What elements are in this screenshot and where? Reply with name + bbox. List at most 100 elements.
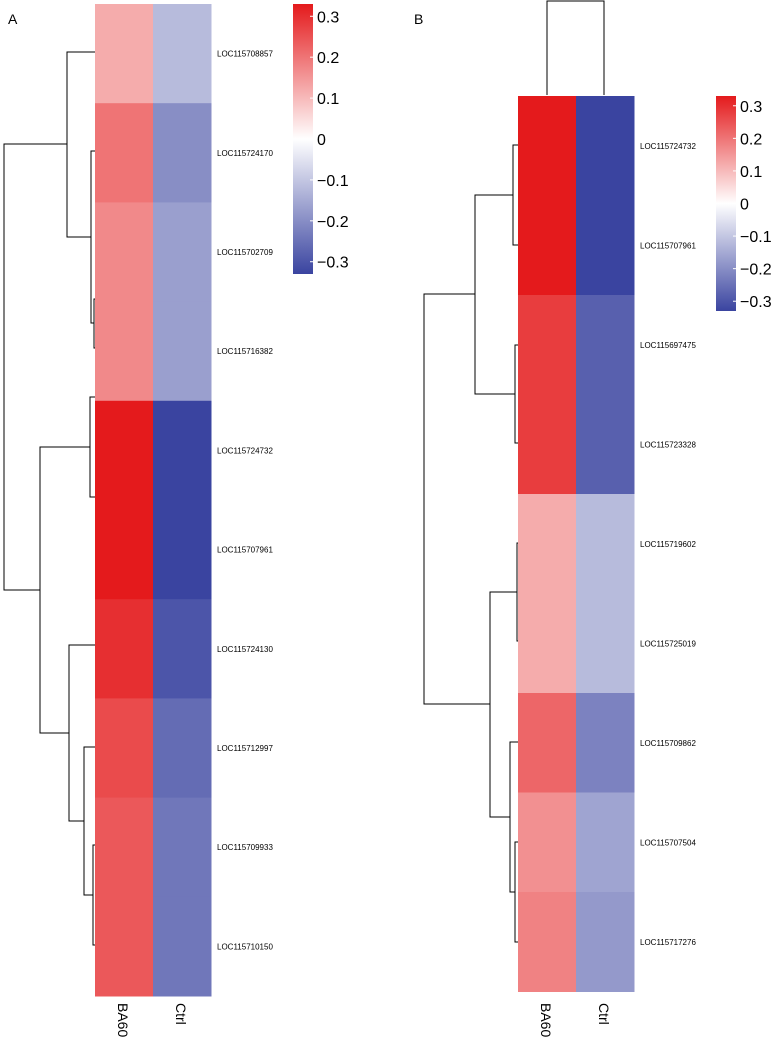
column-label: BA60 (115, 1003, 131, 1037)
row-label: LOC115719602 (640, 540, 696, 549)
panel-b-column-labels: BA60 Ctrl (538, 1003, 612, 1037)
legend-tick-label: −0.2 (317, 214, 349, 231)
row-label: LOC115708857 (217, 50, 273, 59)
legend-tick-label: 0 (317, 132, 326, 149)
panel-b-cells (518, 96, 635, 992)
heatmap-cell (518, 295, 577, 395)
heatmap-cell (518, 494, 577, 594)
legend-tick-label: 0.2 (317, 50, 339, 67)
heatmap-cell (576, 96, 635, 196)
dendro-b-leaf-4 (514, 841, 518, 943)
legend-tick-label: 0.3 (317, 9, 339, 26)
heatmap-cell (153, 896, 212, 997)
panel-b-column-dendrogram (546, 0, 605, 95)
dendro-b-leaf-3 (516, 542, 518, 642)
dendro-a-node-7 (68, 644, 95, 822)
panel-b-row-labels: LOC115724732 LOC115707961 LOC115697475 LOC1… (640, 142, 696, 947)
legend-tick-label: −0.1 (740, 229, 772, 246)
panel-a-color-legend (293, 4, 313, 274)
row-label: LOC115707504 (640, 838, 696, 847)
dendro-b-root (423, 293, 490, 705)
panel-a-row-labels: LOC115708857 LOC115724170 LOC115702709 LOC1… (217, 50, 273, 952)
heatmap-cell (518, 693, 577, 793)
heatmap-cell (95, 698, 154, 799)
heatmap-cell (95, 896, 154, 997)
heatmap-cell (518, 892, 577, 992)
heatmap-cell (95, 202, 154, 303)
dendro-b-leaf-2 (514, 344, 518, 444)
heatmap-cell (518, 195, 577, 296)
heatmap-cell (576, 792, 635, 893)
row-label: LOC115724732 (640, 142, 696, 151)
row-label: LOC115707961 (640, 241, 696, 250)
heatmap-cell (95, 599, 154, 699)
panel-a-row-dendrogram (3, 51, 95, 946)
heatmap-cell (95, 500, 154, 600)
heatmap-cell (576, 394, 635, 495)
heatmap-cell (153, 599, 212, 699)
row-label: LOC115707961 (217, 546, 273, 555)
heatmap-cell (153, 500, 212, 600)
heatmap-cell (95, 301, 154, 402)
heatmap-cell (95, 400, 154, 501)
row-label: LOC115712997 (217, 744, 273, 753)
heatmap-cell (518, 96, 577, 196)
legend-tick-label: −0.2 (740, 262, 772, 279)
row-label: LOC115725019 (640, 639, 696, 648)
row-label: LOC115709933 (217, 843, 273, 852)
dendro-b-node-5 (509, 741, 518, 893)
heatmap-cell (518, 394, 577, 495)
panel-b-row-dendrogram (423, 144, 518, 943)
panel-a-column-labels: BA60 Ctrl (115, 1003, 189, 1037)
dendro-a-leaf-3 (92, 844, 95, 946)
heatmap-cell (153, 797, 212, 898)
heatmap-cell (576, 693, 635, 793)
dendro-b-col-root (546, 0, 605, 95)
heatmap-cell (576, 892, 635, 992)
panel-b-color-legend (716, 96, 736, 311)
legend-tick-label: −0.3 (317, 255, 349, 272)
heatmap-cell (95, 797, 154, 898)
legend-tick-label: 0.1 (740, 164, 762, 181)
panel-a: A LOC115708857LOC115724170LOC115702709LO… (3, 4, 349, 1037)
dendro-b-node-7 (489, 591, 517, 818)
row-label: LOC115724170 (217, 149, 273, 158)
dendro-a-root (3, 143, 67, 591)
row-label: LOC115716382 (217, 347, 273, 356)
panel-a-legend-ticks: 0.3 0.2 0.1 0 −0.1 −0.2 −0.3 (310, 9, 349, 272)
heatmap-cell (153, 202, 212, 303)
dendro-b-leaf-1 (512, 144, 518, 246)
legend-tick-label: 0 (740, 197, 749, 214)
row-label: LOC115717276 (640, 938, 696, 947)
row-label: LOC115697475 (640, 341, 696, 350)
heatmap-cell (153, 4, 212, 104)
dendro-b-node-6 (474, 194, 515, 395)
heatmap-cell (576, 593, 635, 694)
heatmap-cell (518, 792, 577, 893)
heatmap-cell (95, 4, 154, 104)
legend-tick-label: 0.1 (317, 91, 339, 108)
panel-b: B LOC115724732LOC115707961LOC115697475LO… (414, 0, 772, 1037)
heatmap-cell (576, 295, 635, 395)
column-label: Ctrl (173, 1003, 189, 1025)
column-label: BA60 (538, 1003, 554, 1037)
dendro-a-node-4 (90, 150, 95, 324)
panel-b-legend-ticks: 0.3 0.2 0.1 0 −0.1 −0.2 −0.3 (733, 99, 772, 311)
row-label: LOC115702709 (217, 248, 273, 257)
heatmap-cell (576, 195, 635, 296)
row-label: LOC115710150 (217, 942, 273, 951)
panel-label-b: B (414, 11, 423, 27)
heatmap-cell (153, 400, 212, 501)
row-label: LOC115709862 (640, 739, 696, 748)
panel-label-a: A (8, 11, 18, 27)
dendro-a-node-8 (39, 446, 90, 734)
heatmap-cell (576, 494, 635, 594)
heatmap-cell (153, 301, 212, 402)
row-label: LOC115723328 (640, 440, 696, 449)
legend-tick-label: 0.3 (740, 99, 762, 116)
legend-tick-label: 0.2 (740, 131, 762, 148)
legend-tick-label: −0.1 (317, 173, 349, 190)
row-label: LOC115724732 (217, 446, 273, 455)
heatmap-cell (153, 698, 212, 799)
